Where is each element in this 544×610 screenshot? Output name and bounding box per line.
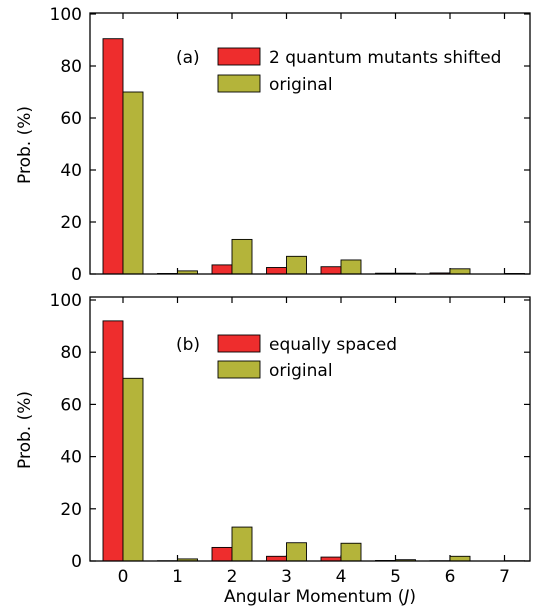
bar-b-s1-0 <box>122 377 144 562</box>
panel-b-y-ticks: 0 20 40 60 80 100 <box>50 291 530 572</box>
legend-label-a-0: 2 quantum mutants shifted <box>269 48 501 68</box>
panel-b-frame <box>89 296 531 562</box>
legend-label-b-0: equally spaced <box>269 335 397 355</box>
y-tick-label-a-2: 40 <box>60 161 82 181</box>
x-axis-ticks: 0 1 2 3 4 5 6 7 <box>118 567 510 587</box>
y-tick-label-a-5: 100 <box>50 5 82 25</box>
panel-b-legend: equally spaced original <box>217 334 397 381</box>
bar-a-s0-4 <box>320 266 342 275</box>
x-tick-label-6: 6 <box>445 567 456 587</box>
x-tick-label-2: 2 <box>227 567 238 587</box>
bar-a-s1-3 <box>286 255 307 275</box>
bar-b-s0-3 <box>266 555 287 562</box>
bar-a-s1-4 <box>340 259 362 275</box>
panel-a: Prob. (%) 0 20 40 60 80 100 (a) 2 quantum mut… <box>15 5 531 285</box>
bar-a-s1-0 <box>122 91 144 275</box>
panel-a-legend: 2 quantum mutants shifted original <box>217 47 501 95</box>
bar-b-s1-6 <box>449 555 471 562</box>
y-tick-label-b-2: 40 <box>60 448 82 468</box>
legend-label-b-1: original <box>269 361 333 381</box>
panel-a-bars <box>102 38 525 275</box>
x-tick-label-3: 3 <box>281 567 292 587</box>
x-tick-label-0: 0 <box>118 567 129 587</box>
panel-b-bars <box>102 320 525 562</box>
x-tick-label-1: 1 <box>172 567 183 587</box>
bar-a-s0-0 <box>102 38 124 275</box>
x-axis-title: Angular Momentum (J) <box>224 587 416 607</box>
bar-a-s1-2 <box>231 238 253 275</box>
panel-b-ylabel: Prob. (%) <box>15 391 35 469</box>
y-tick-label-a-3: 60 <box>60 109 82 129</box>
legend-swatch-a-0 <box>217 47 261 66</box>
panel-a-frame <box>89 12 531 275</box>
y-tick-label-b-4: 80 <box>60 343 82 363</box>
panel-a-ylabel: Prob. (%) <box>15 106 35 184</box>
bar-b-s1-2 <box>231 526 253 562</box>
y-tick-label-b-0: 0 <box>71 552 82 572</box>
legend-label-a-1: original <box>269 75 333 95</box>
bar-b-s0-2 <box>211 546 233 562</box>
legend-swatch-a-1 <box>217 74 261 93</box>
legend-swatch-b-1 <box>217 360 261 379</box>
y-tick-label-b-5: 100 <box>50 291 82 311</box>
panel-a-label: (a) <box>176 48 200 68</box>
y-tick-label-a-0: 0 <box>71 265 82 285</box>
bar-a-s0-2 <box>211 264 233 275</box>
y-tick-label-a-1: 20 <box>60 213 82 233</box>
x-axis-symbol: J <box>401 587 409 607</box>
bar-a-s0-3 <box>266 267 287 275</box>
bar-b-s1-4 <box>340 542 362 562</box>
y-tick-label-a-4: 80 <box>60 57 82 77</box>
x-tick-label-4: 4 <box>336 567 347 587</box>
bar-b-s0-0 <box>102 320 124 562</box>
legend-swatch-b-0 <box>217 334 261 353</box>
x-axis-label: Angular Momentum <box>224 587 392 607</box>
bar-a-s1-6 <box>449 268 471 275</box>
y-tick-label-b-1: 20 <box>60 500 82 520</box>
bar-b-s1-3 <box>286 542 307 562</box>
x-tick-label-7: 7 <box>499 567 510 587</box>
panel-b-label: (b) <box>176 335 200 355</box>
x-tick-label-5: 5 <box>390 567 401 587</box>
y-tick-label-b-3: 60 <box>60 395 82 415</box>
